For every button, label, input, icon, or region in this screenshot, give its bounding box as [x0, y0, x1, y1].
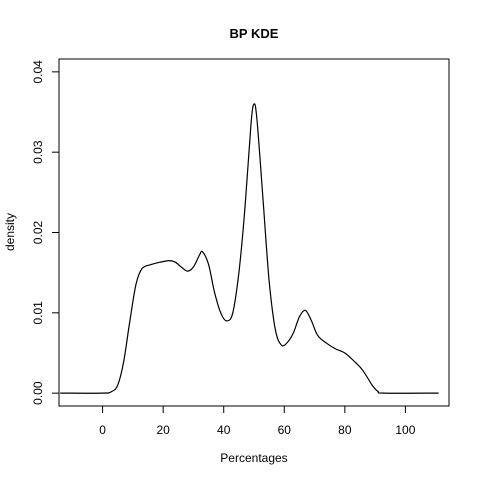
- plot-frame: [58, 58, 450, 407]
- x-tick-label: 100: [395, 423, 415, 437]
- x-tick-label: 60: [278, 423, 292, 437]
- density-curve: [60, 103, 439, 394]
- chart-title: BP KDE: [230, 26, 279, 41]
- x-tick-label: 40: [217, 423, 231, 437]
- y-tick-label: 0.00: [31, 381, 45, 405]
- x-axis: 0 20 40 60 80 100: [99, 405, 416, 437]
- x-tick-label: 80: [338, 423, 352, 437]
- y-tick-label: 0.04: [31, 60, 45, 84]
- y-tick-label: 0.03: [31, 140, 45, 164]
- y-tick-label: 0.01: [31, 301, 45, 325]
- x-tick-label: 20: [156, 423, 170, 437]
- y-axis: 0.00 0.01 0.02 0.03 0.04: [31, 60, 60, 405]
- y-axis-label: density: [3, 213, 17, 251]
- x-tick-label: 0: [99, 423, 106, 437]
- x-axis-label: Percentages: [220, 451, 287, 465]
- y-tick-label: 0.02: [31, 220, 45, 244]
